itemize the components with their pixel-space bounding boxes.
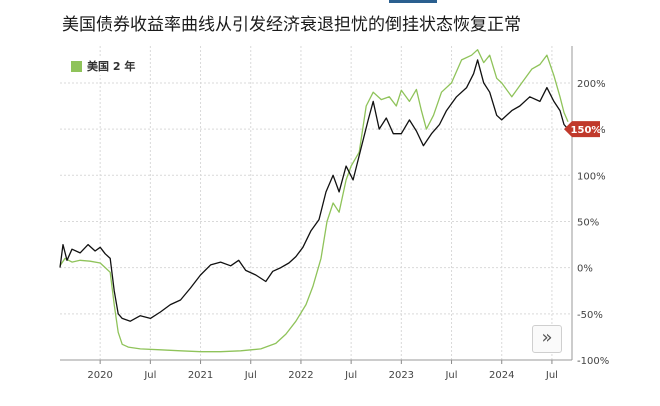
y-tick-label: 200% (577, 79, 606, 90)
series-line-0 (59, 49, 569, 353)
series-line-1 (59, 59, 569, 322)
x-tick-label: Jul (244, 370, 257, 381)
x-tick-label: Jul (143, 370, 156, 381)
legend-label: 美国 2 年 (87, 60, 136, 73)
x-tick-label: Jul (545, 370, 558, 381)
x-tick-label: 2024 (489, 370, 514, 381)
x-tick-label: Jul (444, 370, 457, 381)
top-accent-bar (389, 0, 437, 3)
grid-lines (60, 46, 572, 361)
x-tick-label: Jul (344, 370, 357, 381)
x-tick-label: 2022 (288, 370, 313, 381)
legend-swatch (71, 60, 82, 72)
y-axis: -100% -50% 0% 50% 100% 150% 200% (571, 46, 609, 367)
y-tick-label: 100% (577, 171, 606, 182)
x-axis: 2020 Jul 2021 Jul 2022 Jul 2023 Jul 2024 Jul (60, 359, 572, 381)
x-tick-label: 2023 (389, 370, 414, 381)
y-tick-label: -50% (577, 310, 603, 321)
x-tick-label: 2020 (87, 370, 112, 381)
series-layer (59, 49, 569, 353)
last-value-badge-group: 150% (564, 121, 602, 138)
y-tick-label: 0% (577, 264, 593, 275)
y-tick-label: 50% (577, 217, 599, 228)
chart-title: 美国债券收益率曲线从引发经济衰退担忧的倒挂状态恢复正常 (62, 15, 521, 35)
x-tick-label: 2021 (188, 370, 213, 381)
double-chevron-right-icon[interactable]: » (532, 325, 562, 353)
last-value-badge (564, 121, 600, 138)
last-value-label: 150% (571, 125, 602, 136)
y-tick-label: -100% (577, 356, 609, 367)
legend[interactable]: 美国 2 年 (68, 57, 139, 75)
